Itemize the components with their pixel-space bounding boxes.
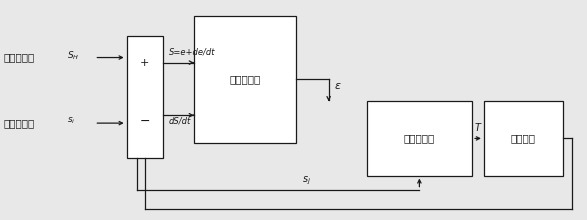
Text: S=e+de/dt: S=e+de/dt bbox=[169, 47, 215, 56]
Text: +: + bbox=[140, 58, 150, 68]
Text: 整车模型: 整车模型 bbox=[511, 133, 536, 143]
Text: ε: ε bbox=[335, 81, 340, 91]
Text: $s_{i}$: $s_{i}$ bbox=[68, 116, 76, 126]
Bar bbox=[127, 36, 163, 158]
Text: dS/dt: dS/dt bbox=[169, 116, 191, 125]
Text: T: T bbox=[475, 123, 481, 133]
Text: $S_{H}$: $S_{H}$ bbox=[68, 49, 80, 62]
Text: 模糊控制器: 模糊控制器 bbox=[230, 74, 261, 84]
Text: $s_{j}$: $s_{j}$ bbox=[302, 174, 311, 187]
Text: 滑模控制器: 滑模控制器 bbox=[404, 133, 435, 143]
Bar bbox=[367, 101, 472, 176]
Bar bbox=[194, 16, 296, 143]
Bar bbox=[484, 101, 563, 176]
Text: −: − bbox=[140, 115, 150, 128]
Text: 期望滑转率: 期望滑转率 bbox=[4, 53, 35, 62]
Text: 实际滑转率: 实际滑转率 bbox=[4, 118, 35, 128]
